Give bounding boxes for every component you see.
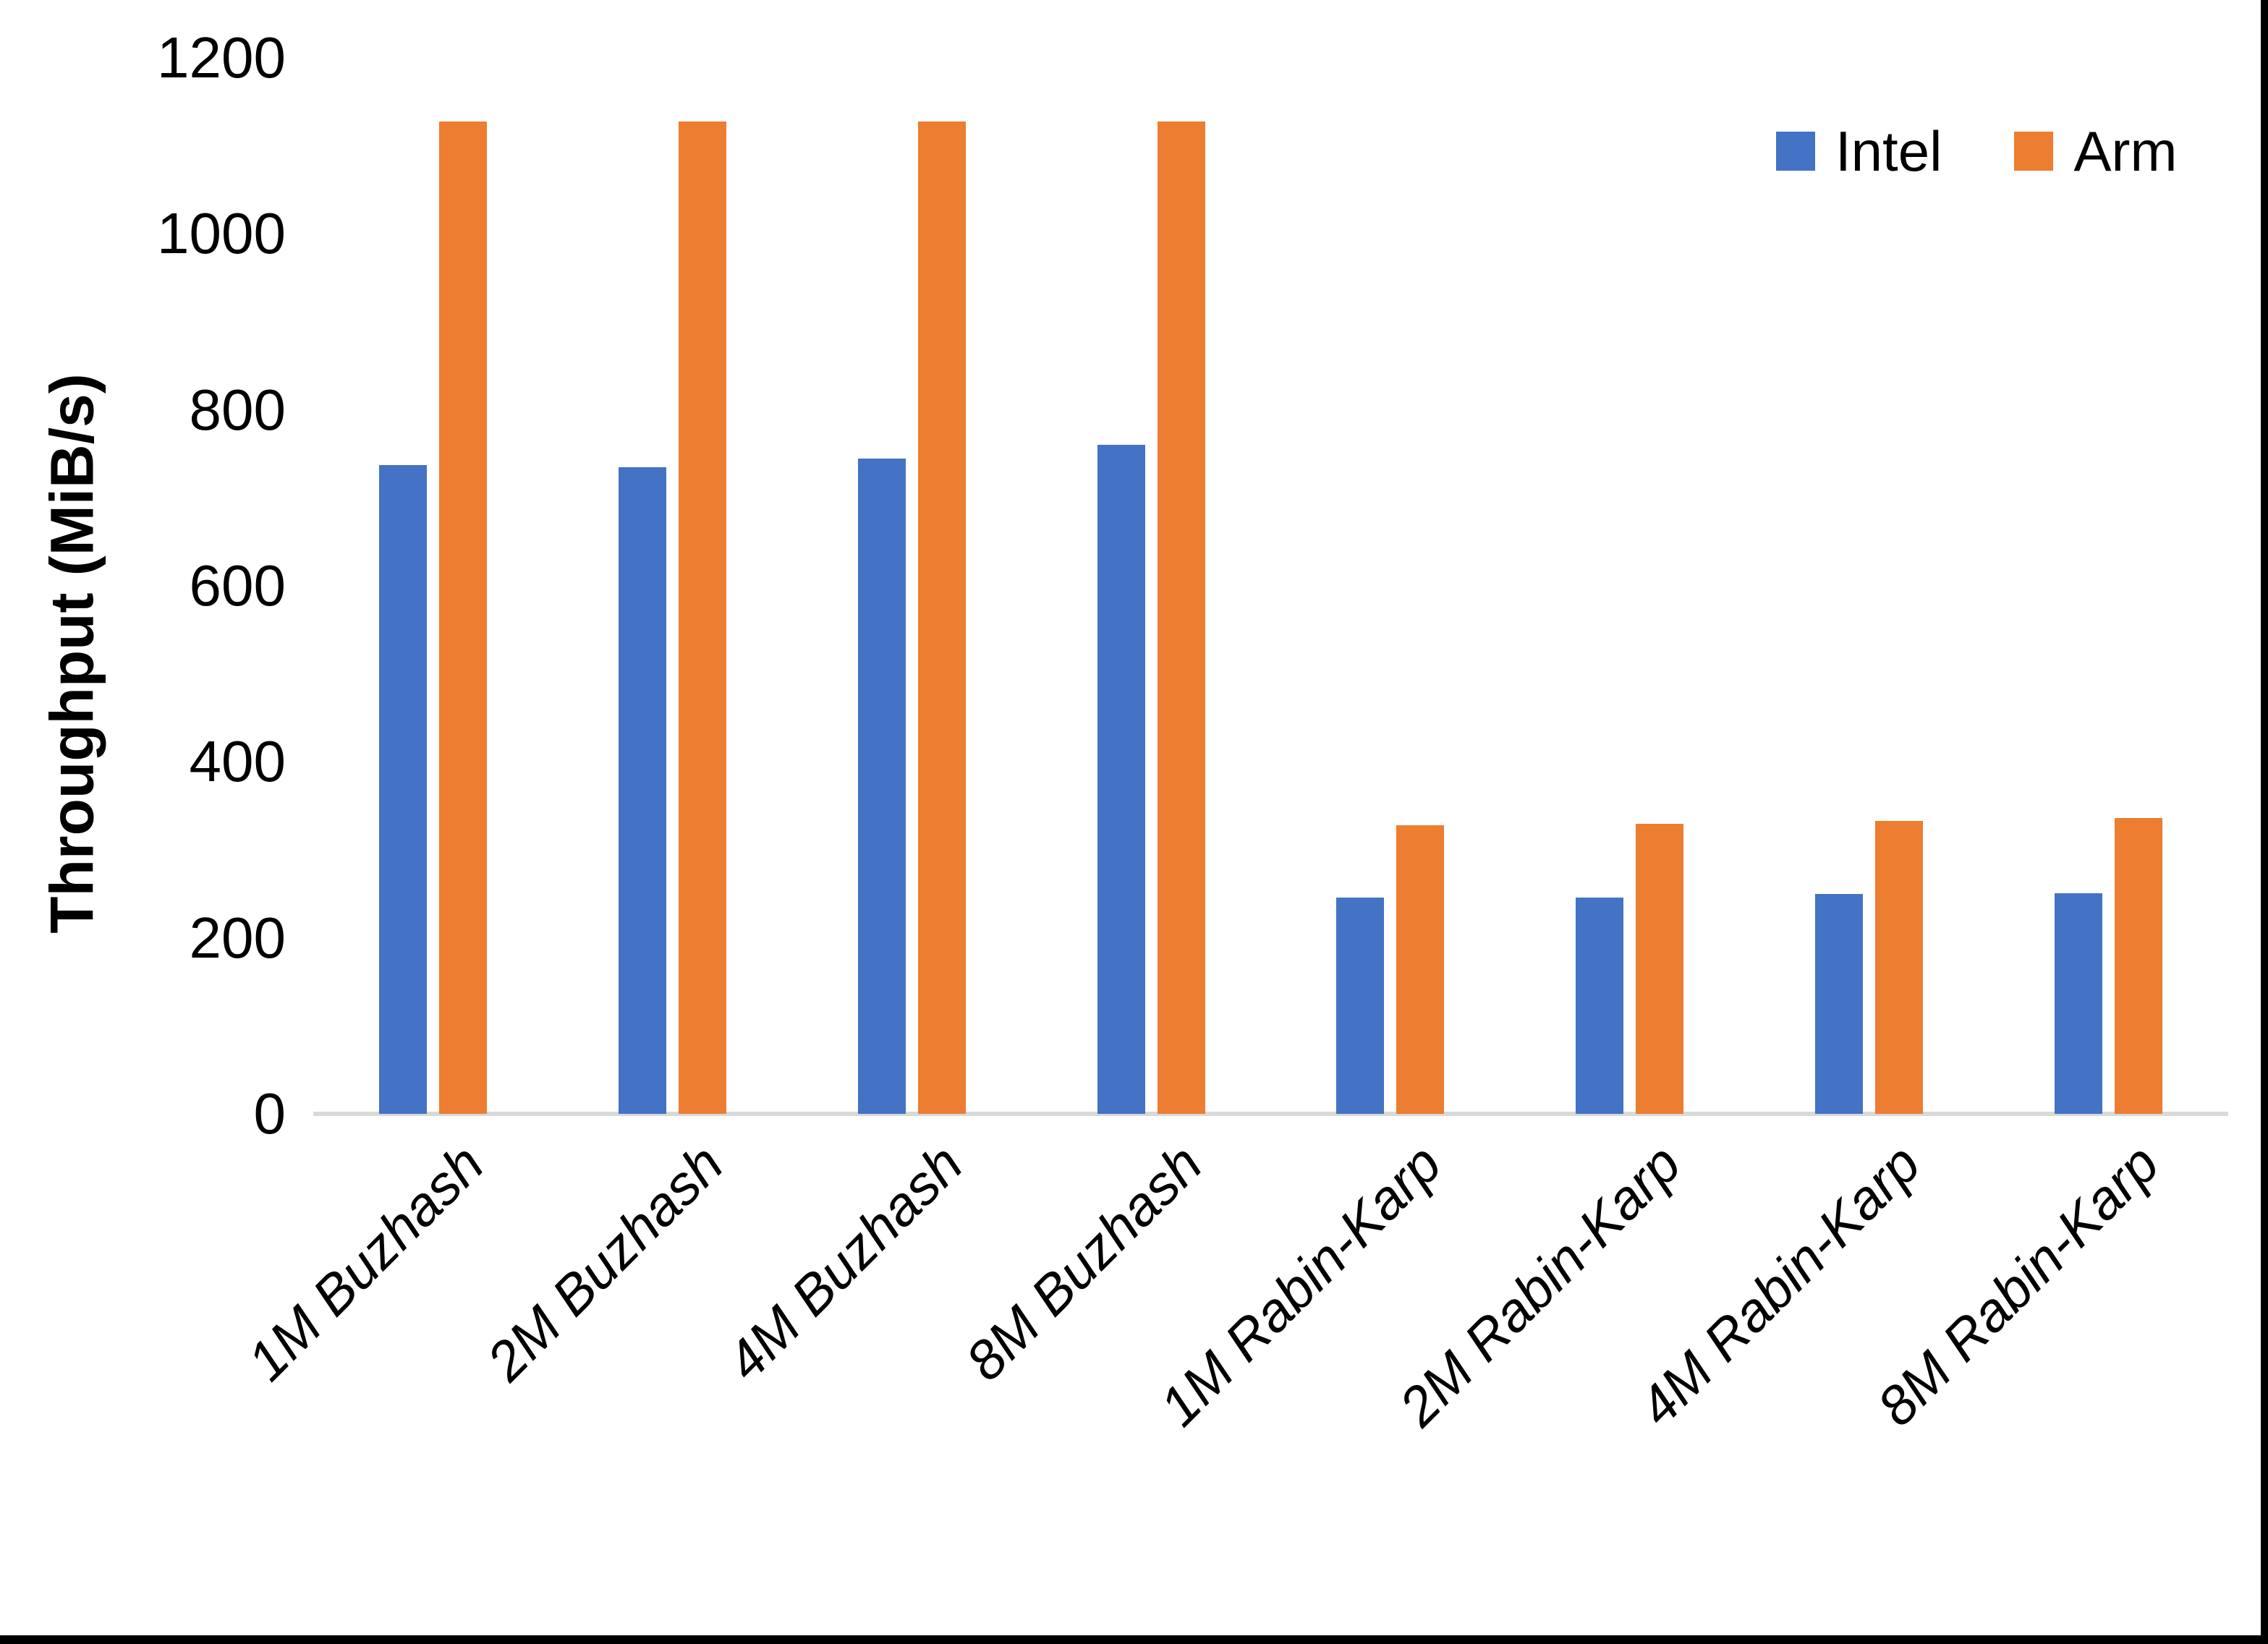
bar-arm-4 [1157,121,1205,1114]
intel-color-swatch-icon [1776,132,1815,171]
legend: Intel Arm [1776,123,2177,179]
x-category-label: 2M Buzhash [475,1133,735,1393]
arm-color-swatch-icon [2014,132,2054,171]
x-category-label: 4M Buzhash [714,1133,974,1393]
bar-intel-3 [857,458,906,1114]
bar-intel-4 [1097,445,1145,1114]
bar-intel-2 [618,467,666,1114]
y-tick-label: 400 [189,729,286,794]
bar-arm-5 [1396,825,1445,1114]
bar-intel-6 [1576,897,1624,1114]
y-tick-label: 200 [189,905,286,970]
legend-item-intel: Intel [1776,123,1942,179]
legend-label-arm: Arm [2073,119,2178,183]
y-tick-label: 1200 [157,25,286,90]
bar-intel-1 [378,465,427,1114]
x-axis-line [313,1112,2228,1116]
y-tick-label: 600 [189,553,286,618]
y-tick-label: 1000 [157,201,286,266]
y-tick-label: 0 [253,1081,286,1146]
bar-intel-8 [2055,893,2103,1114]
y-tick-label: 800 [189,377,286,442]
bar-arm-2 [678,121,726,1114]
plot-area [313,58,2228,1116]
bar-arm-8 [2115,818,2163,1114]
bar-intel-5 [1336,897,1385,1114]
legend-label-intel: Intel [1835,119,1942,183]
legend-item-arm: Arm [2014,123,2177,179]
bar-arm-6 [1636,823,1684,1114]
x-category-label: 1M Buzhash [236,1133,496,1393]
x-category-label: 8M Buzhash [954,1133,1214,1393]
bar-arm-1 [438,121,487,1114]
bar-arm-3 [917,121,966,1114]
bar-arm-7 [1875,820,1924,1114]
bar-intel-7 [1815,893,1864,1114]
